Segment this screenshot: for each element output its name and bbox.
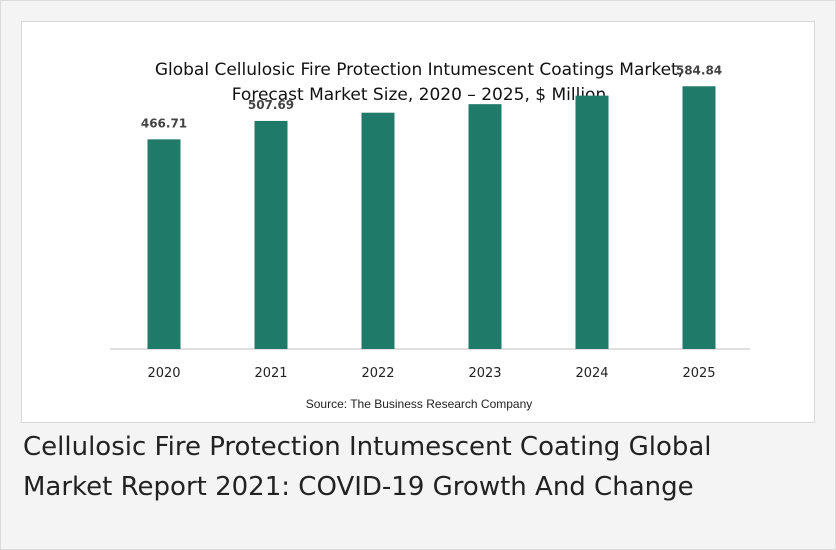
x-tick-label-2023: 2023 <box>468 366 501 381</box>
source-note: Source: The Business Research Company <box>305 397 533 411</box>
x-tick-labels-group: 2020 2021 2022 2023 2024 2025 <box>147 366 715 381</box>
report-title-link[interactable]: Cellulosic Fire Protection Intumescent C… <box>23 427 823 507</box>
data-labels-group: 466.71 507.69 584.84 <box>141 63 722 130</box>
x-tick-label-2021: 2021 <box>254 366 287 381</box>
bar-2023 <box>468 104 502 350</box>
data-label-2021: 507.69 <box>248 98 294 112</box>
x-tick-label-2024: 2024 <box>575 366 608 381</box>
data-label-2025: 584.84 <box>676 63 722 77</box>
bar-2020 <box>147 139 181 349</box>
x-tick-label-2022: 2022 <box>361 366 394 381</box>
chart-panel: Global Cellulosic Fire Protection Intume… <box>21 21 815 423</box>
x-tick-label-2020: 2020 <box>147 366 180 381</box>
bar-2025 <box>682 86 716 349</box>
bars-group <box>147 86 716 350</box>
bar-2022 <box>361 112 395 349</box>
report-title-line-1[interactable]: Cellulosic Fire Protection Intumescent C… <box>23 432 712 462</box>
bar-2021 <box>254 120 288 350</box>
chart-title-line-2: Forecast Market Size, 2020 – 2025, $ Mil… <box>231 85 607 105</box>
chart-title: Global Cellulosic Fire Protection Intume… <box>22 58 816 108</box>
chart-title-line-1: Global Cellulosic Fire Protection Intume… <box>154 60 684 80</box>
data-label-2020: 466.71 <box>141 116 187 130</box>
report-title-line-2[interactable]: Market Report 2021: COVID-19 Growth And … <box>23 472 694 502</box>
x-tick-label-2025: 2025 <box>682 366 715 381</box>
bar-2024 <box>575 95 609 349</box>
